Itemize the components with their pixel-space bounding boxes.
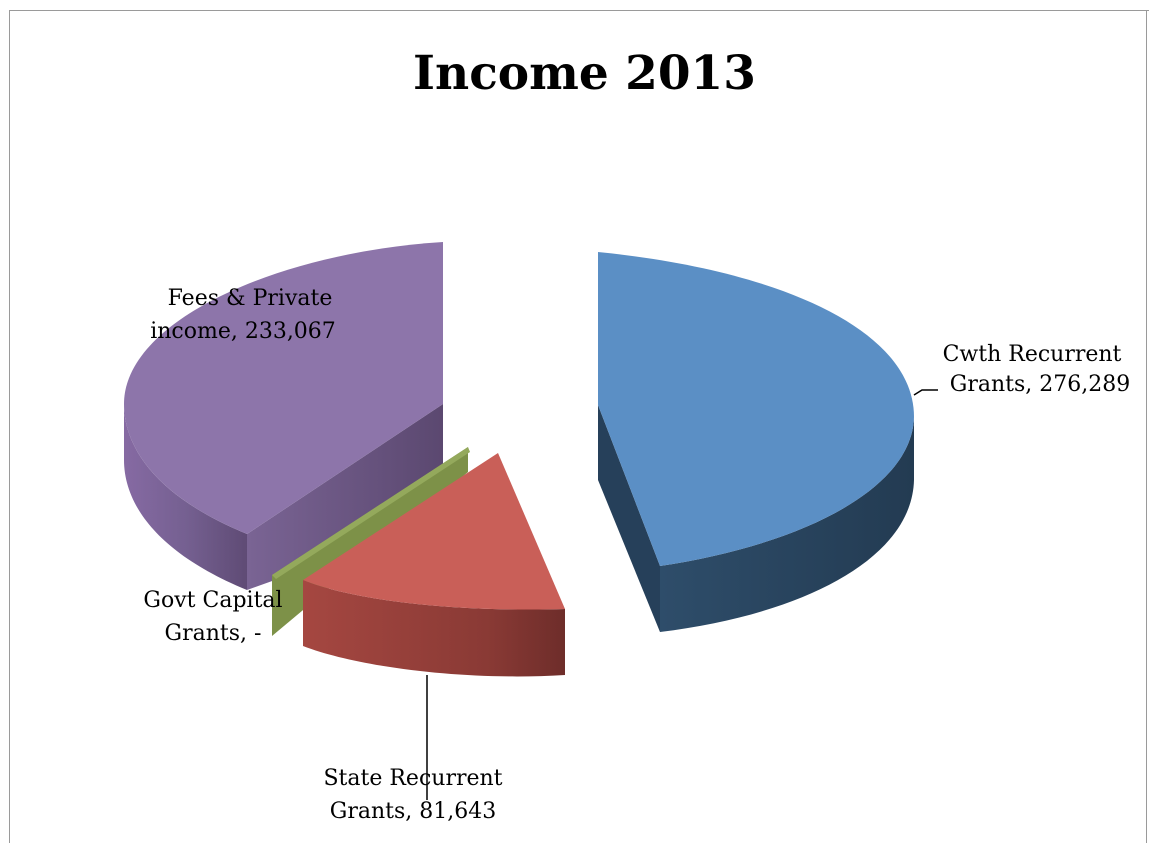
label-state-line1: State Recurrent — [323, 766, 502, 791]
slice-fees-outer-wall — [124, 404, 247, 590]
pie-slice-state-recurrent-grants — [303, 453, 565, 677]
label-govt-line1: Govt Capital — [143, 588, 282, 613]
slice-govt-top — [272, 447, 470, 579]
pie-slice-cwth-recurrent-grants — [598, 252, 914, 632]
slice-cwth-inner-wall — [598, 405, 660, 632]
leader-line-cwth — [913, 389, 938, 396]
label-cwth-line1: Cwth Recurrent — [943, 342, 1122, 367]
slice-cwth-outer-wall — [660, 417, 914, 632]
chart-title: Income 2013 — [413, 46, 756, 101]
label-state-line2: Grants, 81,643 — [330, 799, 496, 824]
pie-slice-fees-private-income — [124, 242, 443, 590]
chart-border-top — [9, 10, 1149, 11]
chart-border-right — [1146, 10, 1147, 843]
chart-border-left — [9, 10, 10, 843]
slice-fees-inner-wall — [247, 404, 443, 590]
slice-fees-top — [124, 242, 443, 534]
label-cwth-line2: Grants, 276,289 — [950, 372, 1130, 397]
label-fees-line1: Fees & Private — [168, 286, 333, 311]
label-govt-line2: Grants, - — [165, 621, 262, 646]
slice-state-top — [303, 453, 565, 610]
slice-cwth-top — [598, 252, 914, 566]
slice-state-outer-wall — [303, 580, 565, 677]
label-fees-line2: income, 233,067 — [150, 319, 336, 344]
